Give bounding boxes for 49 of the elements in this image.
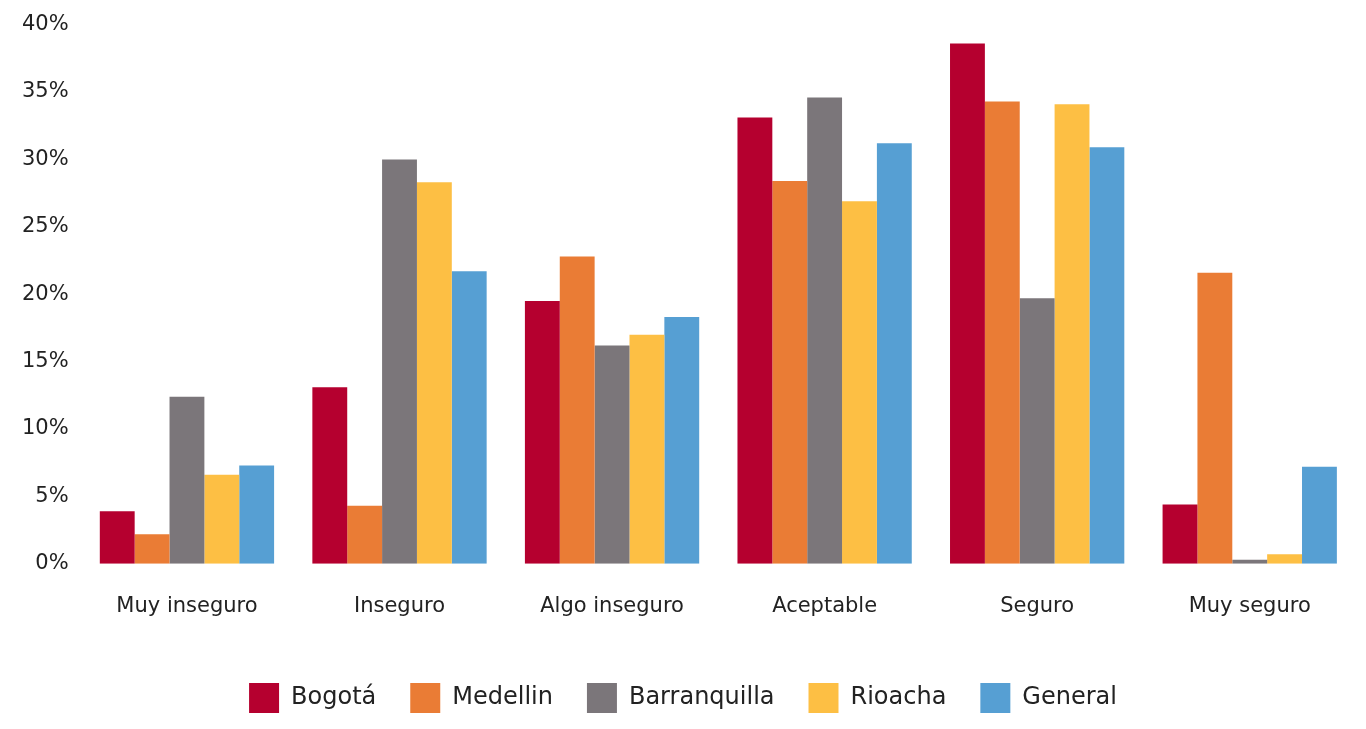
bar bbox=[204, 474, 240, 564]
legend-label: Barranquilla bbox=[628, 682, 775, 711]
x-tick-label: Aceptable bbox=[772, 592, 878, 617]
bar bbox=[559, 256, 595, 564]
y-tick-label: 15% bbox=[21, 348, 69, 373]
bar bbox=[382, 159, 417, 564]
x-tick-label: Algo inseguro bbox=[540, 592, 684, 617]
legend-label: Bogotá bbox=[291, 682, 377, 711]
legend-label: Medellin bbox=[452, 682, 553, 711]
bar bbox=[239, 465, 275, 564]
y-tick-label: 30% bbox=[21, 145, 69, 170]
bar bbox=[664, 317, 700, 564]
bar bbox=[169, 396, 205, 564]
bar bbox=[416, 182, 452, 564]
bar bbox=[99, 511, 135, 564]
bar bbox=[1267, 554, 1303, 564]
bar bbox=[1089, 147, 1125, 564]
bar bbox=[876, 143, 912, 564]
y-tick-label: 40% bbox=[21, 11, 69, 36]
bar bbox=[629, 334, 665, 564]
bar bbox=[312, 387, 348, 564]
bar bbox=[807, 97, 843, 564]
y-tick-label: 25% bbox=[21, 213, 69, 238]
bar bbox=[737, 117, 773, 564]
bar bbox=[772, 180, 808, 564]
y-tick-label: 35% bbox=[21, 78, 69, 103]
bar bbox=[347, 505, 383, 564]
bar bbox=[524, 300, 560, 564]
x-tick-label: Muy seguro bbox=[1188, 592, 1311, 617]
x-tick-label: Muy inseguro bbox=[116, 592, 258, 617]
y-tick-label: 5% bbox=[35, 482, 69, 507]
y-tick-label: 10% bbox=[21, 415, 69, 440]
bar bbox=[451, 271, 487, 564]
y-tick-label: 20% bbox=[21, 280, 69, 305]
bar bbox=[134, 534, 170, 564]
bar bbox=[1054, 104, 1090, 564]
bar bbox=[1197, 272, 1233, 564]
bar bbox=[984, 101, 1020, 564]
bar bbox=[1162, 504, 1198, 564]
x-tick-label: Seguro bbox=[1000, 592, 1075, 617]
x-tick-label: Inseguro bbox=[353, 592, 446, 617]
bar bbox=[594, 345, 630, 564]
bar bbox=[842, 201, 877, 564]
legend-label: General bbox=[1022, 682, 1117, 711]
bar bbox=[1302, 466, 1337, 564]
bar bbox=[1019, 298, 1055, 564]
y-tick-label: 0% bbox=[35, 550, 69, 575]
bar bbox=[950, 43, 985, 564]
legend-label: Rioacha bbox=[850, 682, 947, 711]
